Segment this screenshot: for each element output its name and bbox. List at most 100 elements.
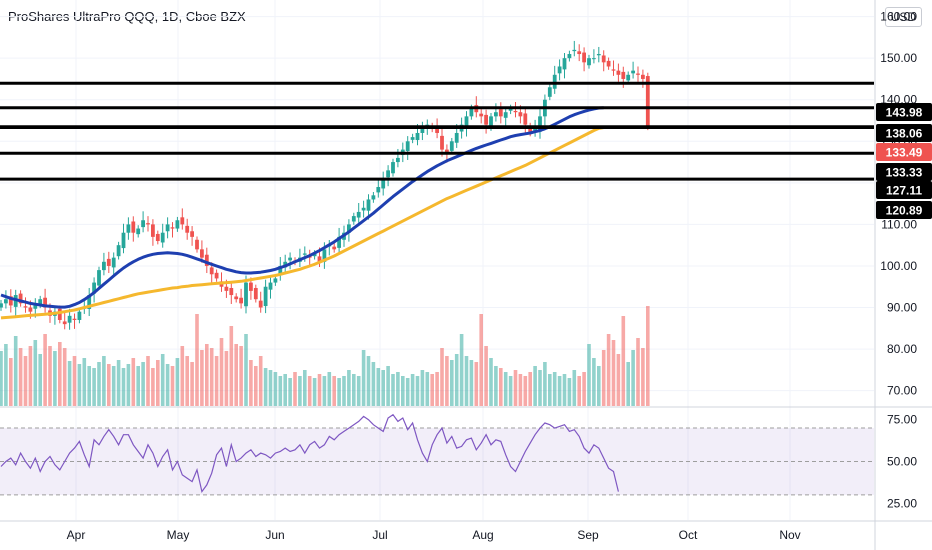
time-tick-label: Nov (779, 528, 800, 542)
volume-bar (156, 360, 160, 406)
candle-body (557, 66, 562, 74)
candle-body (513, 110, 518, 113)
volume-bar (258, 356, 263, 406)
volume-bar (121, 368, 126, 406)
price-tick-label: 160.00 (880, 10, 917, 24)
candle-body (170, 227, 175, 229)
volume-bar (464, 356, 469, 406)
volume-bar (151, 368, 155, 406)
candle-body (381, 178, 386, 189)
candle-body (121, 232, 126, 249)
candle-body (4, 299, 8, 304)
volume-bar (494, 366, 498, 406)
volume-bar (180, 346, 185, 406)
candle-body (479, 113, 484, 117)
candle-body (23, 306, 28, 308)
price-level-badge (876, 201, 932, 219)
volume-bar (283, 374, 287, 406)
candle-body (386, 170, 390, 178)
candle-body (234, 296, 239, 300)
candle-body (273, 278, 278, 283)
volume-bar (611, 340, 616, 406)
candle-body (391, 162, 395, 174)
volume-bar (146, 356, 150, 406)
candle-body (136, 228, 141, 235)
volume-bar (366, 356, 371, 406)
volume-bar (77, 364, 82, 406)
volume-bar (572, 370, 577, 406)
candle-body (33, 303, 38, 309)
volume-bar (415, 376, 420, 406)
volume-bar (430, 374, 434, 406)
volume-bar (190, 362, 194, 406)
volume-bar (450, 360, 454, 406)
candle-body (190, 231, 194, 237)
last-price-badge (876, 143, 932, 161)
volume-bar (102, 356, 106, 406)
candle-body (596, 54, 601, 56)
volume-bar (597, 366, 601, 406)
candle-body (77, 311, 82, 320)
candle-body (371, 195, 376, 200)
volume-bar (58, 342, 62, 406)
volume-bar (165, 364, 170, 406)
candle-body (72, 318, 77, 320)
volume-bar (548, 374, 552, 406)
volume-bar (244, 334, 248, 406)
candle-body (621, 71, 626, 79)
volume-bar (508, 376, 513, 406)
volume-bar (582, 372, 586, 406)
candle-body (572, 49, 577, 52)
volume-bar (317, 374, 322, 406)
volume-bar (43, 334, 47, 406)
volume-bar (381, 370, 385, 406)
volume-bar (435, 372, 439, 406)
candle-body (106, 258, 111, 266)
currency-button[interactable]: USD (884, 7, 922, 27)
volume-bar (352, 374, 356, 406)
volume-bar (533, 366, 537, 406)
volume-bar (401, 376, 405, 406)
time-tick-label: Apr (67, 528, 86, 542)
moving-average-slow (0, 126, 604, 320)
volume-bar (288, 378, 292, 406)
volume-bar (567, 378, 572, 406)
time-tick-label: Oct (679, 528, 698, 542)
volume-bar (523, 376, 528, 406)
candle-body (97, 270, 101, 286)
volume-bar (273, 372, 278, 406)
candle-body (111, 257, 116, 268)
candle-body (631, 70, 635, 74)
candle-body (454, 132, 459, 143)
candle-body (278, 265, 283, 276)
volume-bar (224, 351, 229, 406)
price-level-badge (876, 103, 932, 121)
candle-body (616, 70, 621, 75)
candle-body (347, 224, 351, 233)
candle-body (165, 224, 170, 232)
candle-body (361, 207, 366, 211)
candle-body (229, 287, 234, 296)
volume-bar (484, 346, 488, 406)
candle-body (415, 132, 420, 141)
volume-bar (621, 316, 626, 406)
volume-bar (562, 374, 567, 406)
volume-bar (440, 348, 444, 406)
volume-bar (239, 346, 243, 406)
candle-body (469, 108, 474, 117)
volume-bar (503, 372, 508, 406)
candle-body (636, 73, 640, 75)
volume-bar (209, 348, 214, 406)
volume-bar (72, 356, 77, 406)
candle-body (102, 261, 106, 271)
candle-body (43, 297, 47, 308)
volume-bar (606, 334, 611, 406)
candle-body (562, 58, 567, 70)
candle-body (116, 245, 121, 257)
volume-bar (454, 354, 459, 406)
volume-bar (356, 376, 361, 406)
candle-body (0, 303, 3, 308)
rsi-tick-label: 25.00 (887, 496, 917, 510)
candle-body (366, 199, 371, 211)
